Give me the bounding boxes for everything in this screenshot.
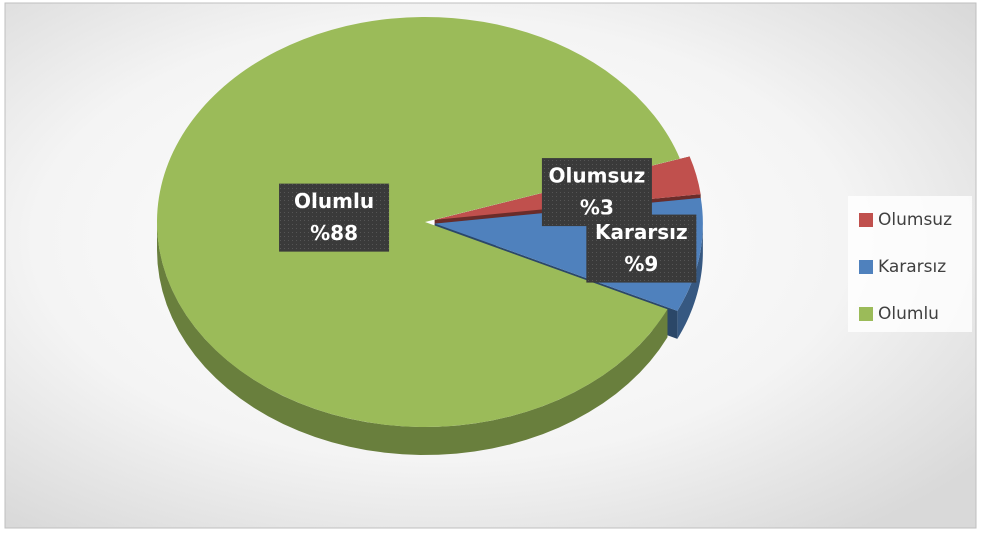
legend-label: Olumsuz <box>878 210 952 230</box>
legend: Olumsuz Kararsız Olumlu <box>859 210 952 324</box>
data-label-box <box>279 183 390 252</box>
slice <box>156 17 680 427</box>
data-label-value: %9 <box>624 252 658 276</box>
legend-label: Kararsız <box>878 257 946 277</box>
data-label-category: Kararsız <box>595 220 688 244</box>
data-label-box <box>586 214 697 283</box>
legend-swatch <box>859 260 873 274</box>
legend-label: Olumlu <box>878 304 939 324</box>
legend-swatch <box>859 307 873 321</box>
data-label-category: Olumlu <box>294 189 374 213</box>
data-label-category: Olumsuz <box>549 164 646 188</box>
pie <box>156 17 703 455</box>
slice-side <box>677 223 703 339</box>
legend-swatch <box>859 213 873 227</box>
data-label-value: %88 <box>310 221 358 245</box>
slice-side <box>157 222 668 455</box>
